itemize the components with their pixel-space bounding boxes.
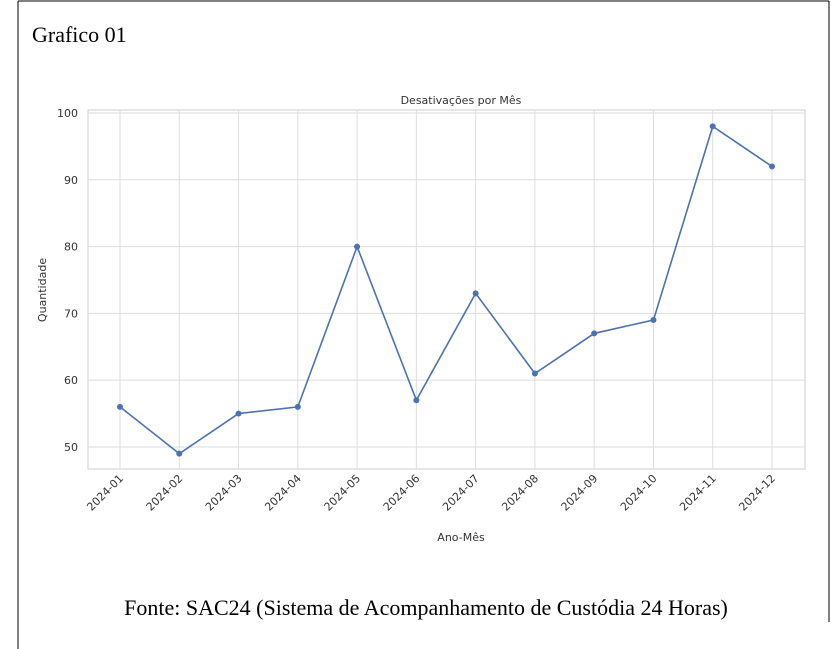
point [472, 290, 479, 297]
point [354, 243, 361, 250]
point [591, 330, 598, 337]
x-tick-label: 2024-12 [736, 472, 778, 514]
x-tick-label: 2024-06 [381, 472, 423, 514]
point [294, 403, 301, 410]
line [119, 125, 773, 455]
point [531, 370, 538, 377]
y-tick-label: 80 [64, 241, 78, 254]
x-tick-label: 2024-01 [84, 472, 126, 514]
point [769, 163, 775, 170]
x-tick-label: 2024-05 [322, 472, 364, 514]
x-tick-label: 2024-11 [677, 472, 719, 514]
point [117, 403, 123, 410]
y-axis-label: Quantidade [36, 258, 49, 322]
x-axis-label: Ano-Mês [437, 531, 485, 544]
point [709, 123, 716, 130]
x-tick-label: 2024-02 [144, 472, 186, 514]
x-tick-label: 2024-04 [262, 472, 304, 514]
point [176, 450, 183, 457]
chart-title: Desativações por Mês [401, 94, 522, 107]
y-tick-label: 70 [64, 307, 78, 320]
x-tick-label: 2024-07 [440, 472, 482, 514]
plot-frame [87, 109, 806, 470]
y-tick-label: 90 [64, 174, 78, 187]
y-tick-label: 60 [64, 374, 78, 387]
y-tick-label: 50 [64, 441, 78, 454]
point [413, 397, 420, 404]
x-tick-label: 2024-03 [203, 472, 245, 514]
x-tick-label: 2024-09 [559, 472, 601, 514]
caption: Grafico 01 [32, 22, 127, 47]
y-tick-label: 100 [57, 107, 78, 120]
point [235, 410, 242, 417]
source: Fonte: SAC24 (Sistema de Acompanhamento … [124, 595, 728, 620]
x-tick-label: 2024-08 [499, 472, 541, 514]
point [650, 317, 657, 324]
x-tick-label: 2024-10 [618, 472, 660, 514]
